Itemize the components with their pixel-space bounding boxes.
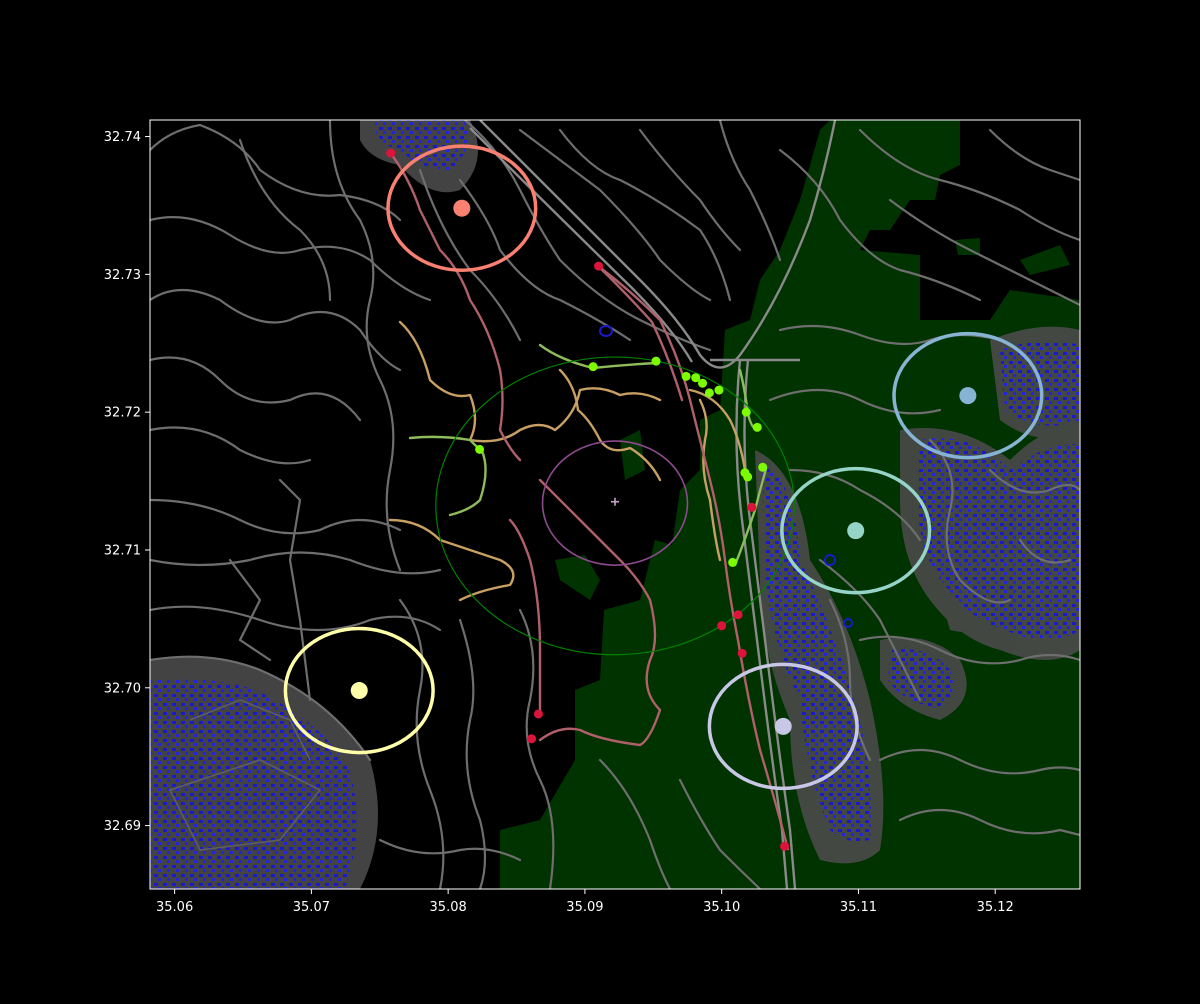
waypoint-green-9 bbox=[753, 423, 762, 432]
y-tick-label: 32.73 bbox=[104, 268, 141, 283]
waypoint-green-2 bbox=[652, 357, 661, 366]
x-tick-label: 35.09 bbox=[566, 900, 603, 915]
waypoint-red-3 bbox=[734, 610, 743, 619]
y-tick-label: 32.72 bbox=[104, 406, 141, 421]
cluster-center-0 bbox=[453, 200, 470, 217]
waypoint-green-12 bbox=[758, 463, 767, 472]
waypoint-green-8 bbox=[742, 408, 751, 417]
x-tick-label: 35.07 bbox=[293, 900, 330, 915]
cluster-center-3 bbox=[351, 682, 368, 699]
waypoint-green-0 bbox=[475, 445, 484, 454]
map-area bbox=[150, 120, 1080, 889]
waypoint-green-5 bbox=[698, 379, 707, 388]
waypoint-green-7 bbox=[714, 386, 723, 395]
x-tick-label: 35.10 bbox=[703, 900, 740, 915]
cluster-center-4 bbox=[775, 718, 792, 735]
cluster-center-1 bbox=[959, 387, 976, 404]
waypoint-red-2 bbox=[747, 503, 756, 512]
y-axis: 32.69 32.70 32.71 32.72 32.73 32.74 bbox=[104, 130, 150, 834]
x-tick-label: 35.08 bbox=[430, 900, 467, 915]
y-tick-label: 32.71 bbox=[104, 543, 141, 558]
waypoint-red-1 bbox=[594, 262, 603, 271]
waypoint-red-4 bbox=[717, 621, 726, 630]
waypoint-green-3 bbox=[682, 372, 691, 381]
cluster-center-2 bbox=[847, 522, 864, 539]
waypoint-green-6 bbox=[705, 388, 714, 397]
waypoint-red-0 bbox=[386, 149, 395, 158]
waypoint-green-1 bbox=[589, 362, 598, 371]
waypoint-red-8 bbox=[780, 842, 789, 851]
waypoint-red-6 bbox=[534, 709, 543, 718]
waypoint-red-5 bbox=[738, 649, 747, 658]
x-axis: 35.06 35.07 35.08 35.09 35.10 35.11 35.12 bbox=[156, 889, 1014, 915]
y-tick-label: 32.69 bbox=[104, 819, 141, 834]
y-tick-label: 32.74 bbox=[104, 130, 141, 145]
waypoint-red-7 bbox=[527, 734, 536, 743]
x-tick-label: 35.06 bbox=[156, 900, 193, 915]
x-tick-label: 35.12 bbox=[977, 900, 1014, 915]
y-tick-label: 32.70 bbox=[104, 681, 141, 696]
x-tick-label: 35.11 bbox=[840, 900, 877, 915]
waypoint-green-13 bbox=[728, 558, 737, 567]
waypoint-green-11 bbox=[743, 472, 752, 481]
